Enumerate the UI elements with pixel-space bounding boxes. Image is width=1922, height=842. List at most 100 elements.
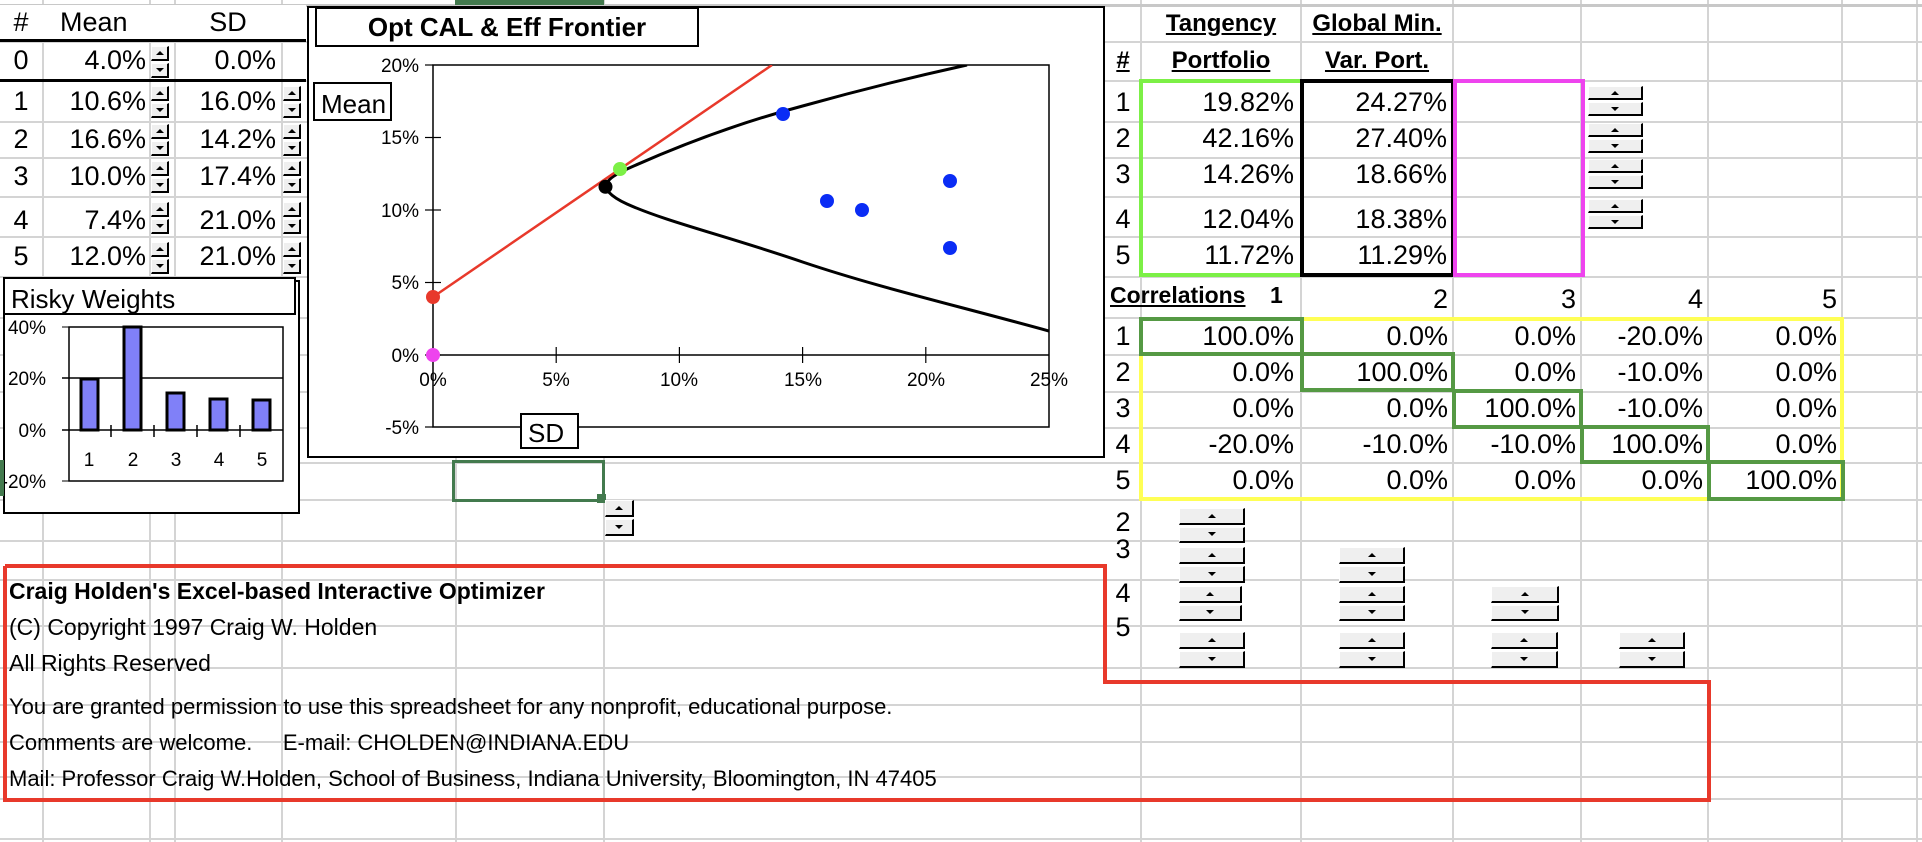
sd-cell[interactable]: 21.0% [199, 241, 276, 271]
correlation-spinner[interactable] [1588, 86, 1643, 116]
sd-cell[interactable]: 14.2% [199, 124, 276, 154]
corr-cell[interactable]: -10.0% [1490, 429, 1576, 459]
corr-spinner-3-1[interactable] [1179, 547, 1245, 583]
corr-cell[interactable]: 0.0% [1775, 321, 1837, 351]
mean-cell[interactable]: 4.0% [84, 45, 146, 75]
spinner-up-icon[interactable] [1491, 632, 1558, 649]
spinner-up-icon[interactable] [151, 86, 169, 101]
cell-spinner[interactable] [605, 500, 634, 536]
corr-cell[interactable]: 0.0% [1386, 321, 1448, 351]
spinner-down-icon[interactable] [1491, 651, 1558, 668]
sd-cell[interactable]: 17.4% [199, 161, 276, 191]
correlation-spinner[interactable] [1588, 123, 1643, 153]
mean-cell[interactable]: 16.6% [69, 124, 146, 154]
spinner-down-icon[interactable] [1588, 102, 1643, 116]
corr-cell[interactable]: 0.0% [1775, 429, 1837, 459]
corr-cell[interactable]: 100.0% [1202, 321, 1294, 351]
spinner-up-icon[interactable] [1179, 508, 1245, 525]
corr-cell[interactable]: 100.0% [1745, 465, 1837, 495]
corr-cell[interactable]: 0.0% [1386, 393, 1448, 423]
spinner-down-icon[interactable] [1179, 651, 1245, 668]
corr-cell[interactable]: -20.0% [1617, 321, 1703, 351]
sd-cell[interactable]: 0.0% [214, 45, 276, 75]
corr-spinner-5-2[interactable] [1339, 632, 1405, 668]
spinner-down-icon[interactable] [283, 141, 301, 156]
corr-cell[interactable]: 0.0% [1386, 465, 1448, 495]
mean-cell[interactable]: 10.0% [69, 161, 146, 191]
corr-cell[interactable]: -20.0% [1208, 429, 1294, 459]
spinner-up-icon[interactable] [1588, 199, 1643, 213]
correlation-spinner[interactable] [1588, 199, 1643, 229]
spinner-down-icon[interactable] [1491, 604, 1559, 621]
spinner-down-icon[interactable] [151, 103, 169, 118]
mean-spinner[interactable] [151, 124, 169, 156]
spinner-up-icon[interactable] [283, 124, 301, 139]
spinner-up-icon[interactable] [1339, 632, 1405, 649]
corr-cell[interactable]: 0.0% [1232, 465, 1294, 495]
spinner-up-icon[interactable] [1339, 547, 1405, 564]
spinner-down-icon[interactable] [1588, 139, 1643, 153]
spinner-down-icon[interactable] [1179, 566, 1245, 583]
spinner-down-icon[interactable] [151, 259, 169, 274]
corr-cell[interactable]: 0.0% [1232, 393, 1294, 423]
spinner-up-icon[interactable] [1588, 86, 1643, 100]
corr-cell[interactable]: -10.0% [1617, 393, 1703, 423]
spinner-up-icon[interactable] [1491, 586, 1559, 603]
spinner-up-icon[interactable] [151, 46, 169, 61]
spinner-up-icon[interactable] [1588, 123, 1643, 137]
selected-cell[interactable] [452, 460, 605, 502]
spinner-up-icon[interactable] [283, 161, 301, 176]
corr-cell[interactable]: 0.0% [1514, 465, 1576, 495]
corr-spinner-5-4[interactable] [1619, 632, 1685, 668]
corr-cell[interactable]: 100.0% [1356, 357, 1448, 387]
sd-spinner[interactable] [283, 242, 301, 274]
mean-cell[interactable]: 12.0% [69, 241, 146, 271]
spinner-down-icon[interactable] [1619, 651, 1685, 668]
sd-spinner[interactable] [283, 161, 301, 193]
mean-spinner[interactable] [151, 161, 169, 193]
spinner-up-icon[interactable] [151, 242, 169, 257]
corr-spinner-4-1[interactable] [1179, 586, 1242, 621]
mean-cell[interactable]: 7.4% [84, 205, 146, 235]
corr-spinner-5-3[interactable] [1491, 632, 1558, 668]
corr-spinner-5-1[interactable] [1179, 632, 1245, 668]
spinner-down-icon[interactable] [1339, 651, 1405, 668]
spinner-down-icon[interactable] [151, 63, 169, 78]
fill-handle[interactable] [597, 494, 606, 503]
spinner-up-icon[interactable] [151, 202, 169, 217]
mean-spinner[interactable] [151, 46, 169, 78]
corr-cell[interactable]: 0.0% [1775, 357, 1837, 387]
spinner-down-icon[interactable] [1179, 526, 1245, 543]
spinner-down-icon[interactable] [1339, 604, 1405, 621]
spinner-up-icon[interactable] [1179, 586, 1242, 603]
mean-cell[interactable]: 10.6% [69, 86, 146, 116]
corr-spinner-3-2[interactable] [1339, 547, 1405, 583]
spinner-down-icon[interactable] [151, 178, 169, 193]
corr-cell[interactable]: 0.0% [1514, 321, 1576, 351]
spinner-up-icon[interactable] [1179, 547, 1245, 564]
spinner-up-icon[interactable] [283, 242, 301, 257]
spinner-up-icon[interactable] [151, 124, 169, 139]
mean-spinner[interactable] [151, 242, 169, 274]
spinner-up-icon[interactable] [151, 161, 169, 176]
correlation-spinner[interactable] [1588, 159, 1643, 189]
spinner-down-icon[interactable] [283, 259, 301, 274]
corr-spinner-4-2[interactable] [1339, 586, 1405, 621]
corr-spinner-2-1[interactable] [1179, 508, 1245, 543]
mean-spinner[interactable] [151, 202, 169, 234]
spinner-down-icon[interactable] [605, 519, 634, 536]
mean-spinner[interactable] [151, 86, 169, 118]
spinner-down-icon[interactable] [1588, 175, 1643, 189]
corr-cell[interactable]: 0.0% [1775, 393, 1837, 423]
risky-weights-chart[interactable] [3, 280, 300, 514]
corr-cell[interactable]: 0.0% [1514, 357, 1576, 387]
spinner-down-icon[interactable] [151, 141, 169, 156]
spinner-down-icon[interactable] [151, 219, 169, 234]
corr-cell[interactable]: -10.0% [1617, 357, 1703, 387]
spinner-down-icon[interactable] [283, 103, 301, 118]
spinner-up-icon[interactable] [1619, 632, 1685, 649]
spinner-down-icon[interactable] [1588, 215, 1643, 229]
spinner-up-icon[interactable] [605, 500, 634, 517]
corr-cell[interactable]: 100.0% [1611, 429, 1703, 459]
spinner-down-icon[interactable] [283, 219, 301, 234]
